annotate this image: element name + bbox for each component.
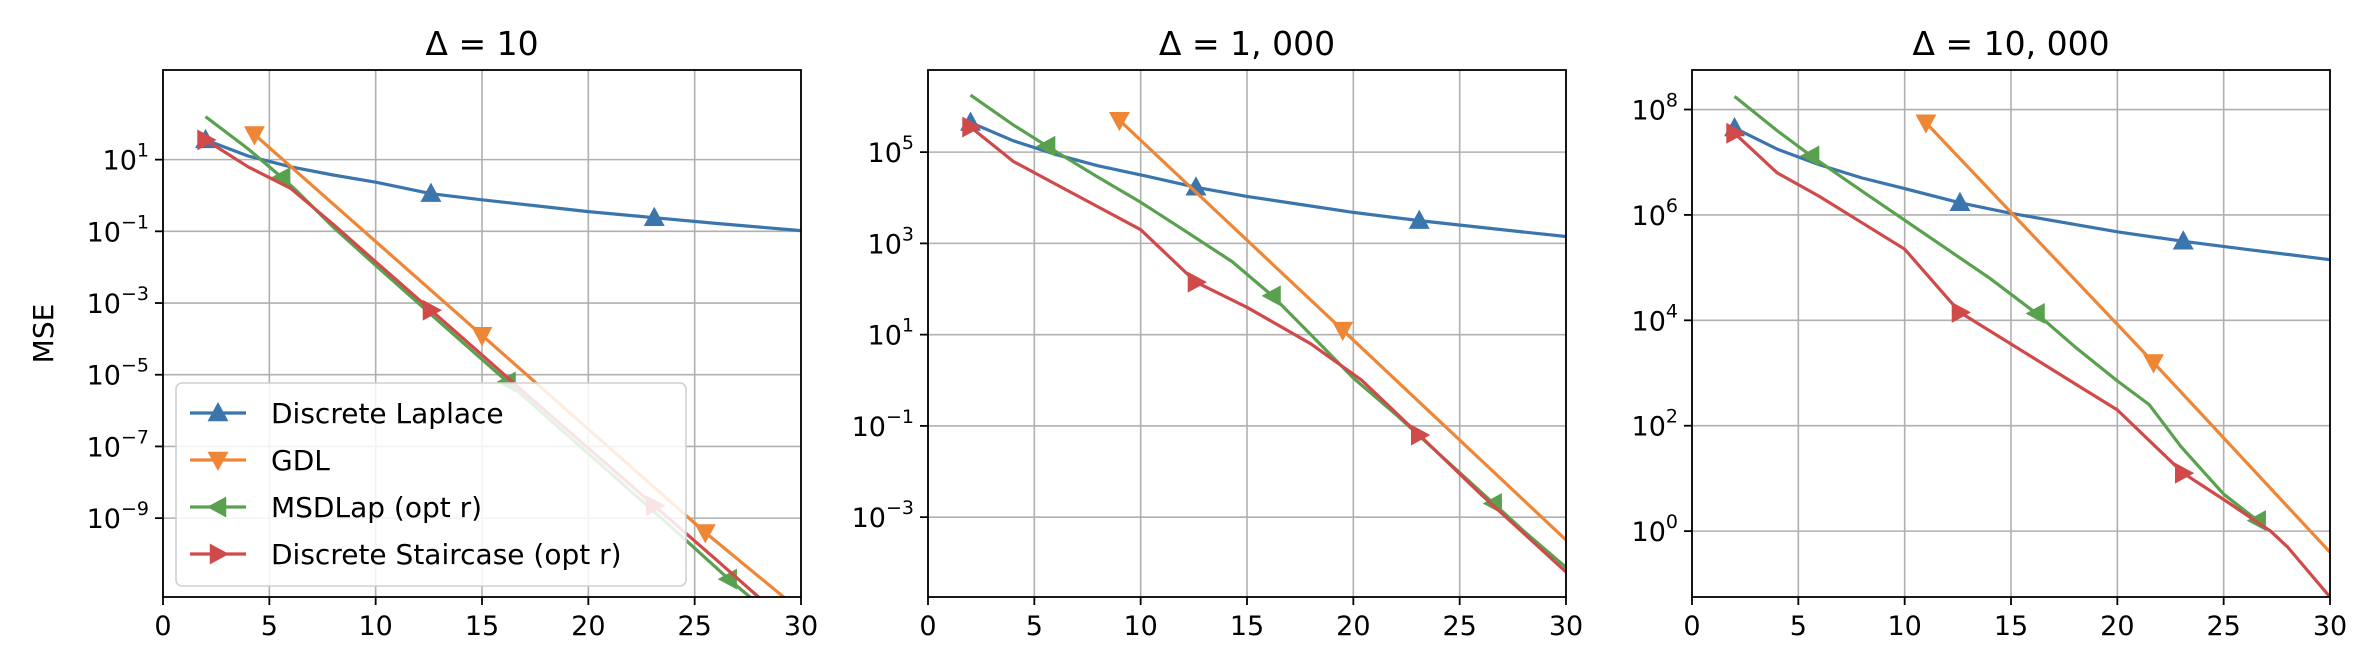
x-tick-label: 30 xyxy=(2313,611,2347,642)
y-tick-label: 10−5 xyxy=(87,355,149,392)
legend-item: Discrete Staircase (opt r) xyxy=(190,538,622,571)
x-tick-label: 5 xyxy=(1026,611,1043,642)
marker-discrete-laplace xyxy=(2172,230,2194,250)
grid xyxy=(927,70,1567,597)
y-tick-label: 106 xyxy=(1632,195,1678,232)
legend-item: GDL xyxy=(190,444,330,477)
chart-panel-2: 0 5 10 15 20 25 30 105 103 101 10−1 10−3 Δ = 1, 000 xyxy=(852,24,1584,642)
marker-msdlap-opt-r xyxy=(271,167,291,189)
chart-panel-1: 0 5 10 15 20 25 30 101 10−1 10−3 10−5 10−7 10−9 Δ = 1… xyxy=(27,24,818,642)
legend-label: MSDLap (opt r) xyxy=(271,491,482,524)
marker-discrete-staircase-opt-r xyxy=(962,116,982,138)
marker-discrete-staircase-opt-r xyxy=(1951,301,1971,323)
x-tick-label: 0 xyxy=(154,611,171,642)
x-tick-label: 20 xyxy=(571,611,605,642)
y-axis-label: MSE xyxy=(27,304,60,364)
marker-discrete-laplace xyxy=(1949,191,1971,212)
grid xyxy=(1691,70,2331,597)
y-tick-label: 10−7 xyxy=(87,426,149,463)
marker-discrete-staircase-opt-r xyxy=(1187,271,1207,293)
marker-discrete-staircase-opt-r xyxy=(1411,424,1431,446)
marker-msdlap-opt-r xyxy=(1036,135,1056,157)
y-tick-label: 10−3 xyxy=(87,283,149,320)
marker-discrete-laplace xyxy=(1185,176,1207,196)
y-tick-label: 103 xyxy=(868,223,914,260)
marker-gdl xyxy=(471,327,493,347)
y-tick-label: 102 xyxy=(1632,406,1678,443)
marker-gdl xyxy=(1332,321,1354,342)
series-line-gdl xyxy=(1924,121,2330,554)
marker-gdl xyxy=(2143,354,2164,374)
marker-discrete-staircase-opt-r xyxy=(1726,122,1746,144)
series-line-discrete-staircase-opt-r xyxy=(969,125,1566,574)
series-group xyxy=(1724,95,2330,597)
y-tick-label: 104 xyxy=(1632,300,1678,337)
legend-box xyxy=(175,382,687,587)
y-tick-label: 10−1 xyxy=(852,406,914,443)
legend-marker xyxy=(207,451,229,471)
x-tick-label: 25 xyxy=(1442,611,1476,642)
x-tick-label: 30 xyxy=(1549,611,1583,642)
marker-discrete-laplace xyxy=(420,182,442,202)
x-tick-label: 25 xyxy=(677,611,711,642)
legend-item: Discrete Laplace xyxy=(190,397,504,430)
chart-panel-3: 0 5 10 15 20 25 30 108 106 104 102 100 Δ = 10, 000 xyxy=(1632,24,2348,642)
marker-msdlap-opt-r xyxy=(1800,145,1820,167)
x-tick-label: 30 xyxy=(784,611,818,642)
legend-marker xyxy=(207,496,227,518)
y-tick-label: 10−9 xyxy=(87,498,149,535)
y-tick-label: 10−1 xyxy=(87,211,149,248)
series-group xyxy=(960,93,1566,574)
y-tick-label: 101 xyxy=(868,315,914,352)
marker-discrete-laplace xyxy=(1408,209,1430,229)
x-tick-label: 20 xyxy=(1336,611,1370,642)
marker-discrete-staircase-opt-r xyxy=(2175,462,2195,484)
legend: Discrete Laplace GDL MSDLap (opt r) Discret… xyxy=(175,382,687,587)
series-line-msdlap-opt-r xyxy=(969,93,1566,569)
series-line-discrete-laplace xyxy=(1733,126,2330,262)
x-tick-label: 0 xyxy=(1683,611,1700,642)
x-tick-label: 5 xyxy=(1790,611,1807,642)
y-tick-label: 10−3 xyxy=(852,497,914,534)
x-tick-label: 0 xyxy=(919,611,936,642)
x-tick-label: 10 xyxy=(358,611,392,642)
marker-msdlap-opt-r xyxy=(2025,303,2045,324)
legend-marker xyxy=(207,402,229,422)
y-tick-label: 108 xyxy=(1632,90,1678,127)
series-line-discrete-laplace xyxy=(969,121,1566,239)
x-tick-label: 15 xyxy=(1230,611,1264,642)
marker-gdl xyxy=(1915,114,1937,134)
legend-item: MSDLap (opt r) xyxy=(190,491,482,524)
legend-label: GDL xyxy=(271,444,330,477)
x-tick-label: 10 xyxy=(1887,611,1921,642)
marker-gdl xyxy=(1108,111,1130,132)
series-line-msdlap-opt-r xyxy=(1733,95,2259,522)
series-line-discrete-staircase-opt-r xyxy=(1733,132,2330,597)
marker-discrete-staircase-opt-r xyxy=(422,299,442,321)
marker-discrete-laplace xyxy=(643,206,665,226)
series-line-discrete-laplace xyxy=(204,138,801,233)
y-tick-label: 100 xyxy=(1632,511,1678,548)
x-tick-label: 15 xyxy=(465,611,499,642)
y-tick-label: 101 xyxy=(103,140,149,177)
panel-title: Δ = 10 xyxy=(425,24,538,63)
marker-gdl xyxy=(243,126,265,146)
legend-marker xyxy=(209,543,229,565)
series-line-discrete-staircase-opt-r xyxy=(204,138,761,597)
x-tick-label: 15 xyxy=(1994,611,2028,642)
marker-discrete-staircase-opt-r xyxy=(197,129,217,151)
marker-msdlap-opt-r xyxy=(1261,285,1281,307)
x-tick-label: 25 xyxy=(2206,611,2240,642)
x-tick-label: 20 xyxy=(2100,611,2134,642)
x-tick-label: 5 xyxy=(261,611,278,642)
panel-title: Δ = 10, 000 xyxy=(1912,24,2109,63)
legend-label: Discrete Laplace xyxy=(271,397,504,430)
x-tick-label: 10 xyxy=(1123,611,1157,642)
panel-title: Δ = 1, 000 xyxy=(1159,24,1335,63)
y-tick-label: 105 xyxy=(868,132,914,169)
legend-label: Discrete Staircase (opt r) xyxy=(271,538,622,571)
marker-gdl xyxy=(694,524,716,544)
